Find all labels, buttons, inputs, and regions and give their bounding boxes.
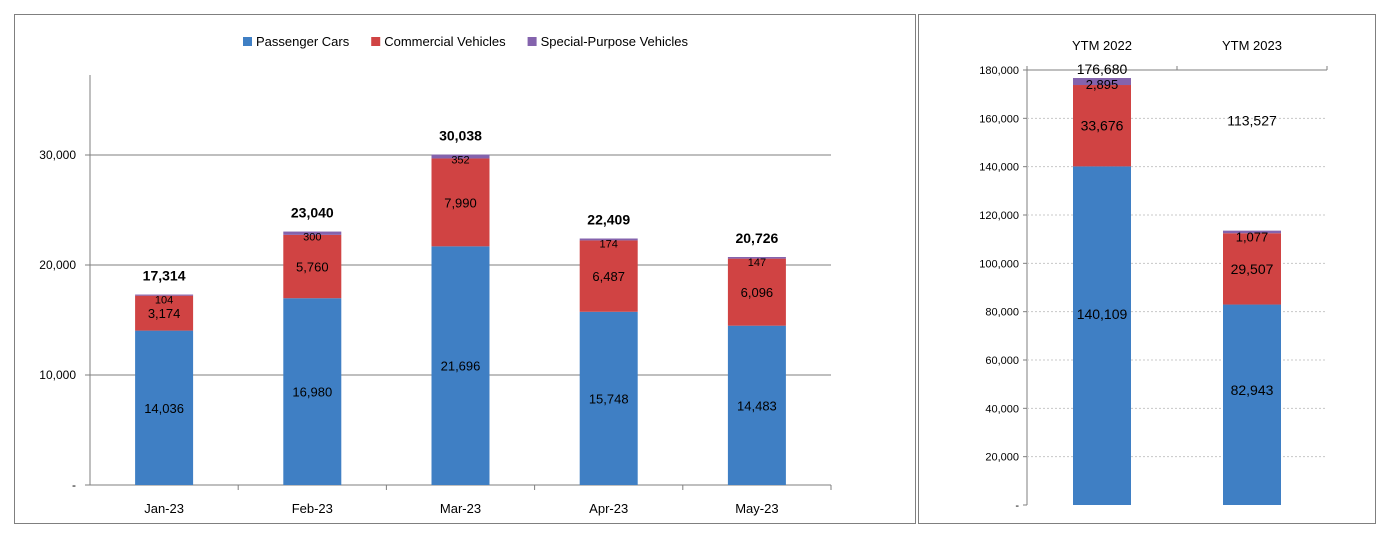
bar-segment-2 [1073,85,1131,167]
bar-segment-2 [135,295,194,331]
chart-legend: Passenger Cars Commercial Vehicles Special… [243,34,689,49]
bar-segment-label: 5,760 [296,260,329,275]
y-tick-label: 30,000 [39,148,76,162]
bar-segment-3 [727,257,786,259]
y-tick-label: 20,000 [39,258,76,272]
x-tick-label-may-23: May-23 [735,501,778,516]
bar-total-label: 20,726 [735,230,778,246]
legend-swatch-1 [243,37,252,46]
y-tick-label: - [72,478,76,492]
bar-segment-1 [1223,304,1281,505]
x-tick-label-ytm-2023: YTM 2023 [1222,38,1282,53]
bar-segment-label: 6,096 [741,285,774,300]
bar-segment-label: 16,980 [292,385,332,400]
y-tick-label: 20,000 [985,452,1019,464]
y-tick-label: 80,000 [985,307,1019,319]
bar-segment-label: 147 [748,257,766,269]
bar-segment-2 [431,158,490,247]
bar-segment-1 [727,325,786,485]
bar-segment-3 [1073,78,1131,86]
bar-segment-label: 15,748 [589,391,629,406]
bar-segment-1 [283,298,342,485]
ytm-chart-panel: - 20,000 40,000 60,000 80,000 100,000 120,000 1… [918,14,1376,524]
bar-total-label: 113,527 [1227,113,1277,129]
bar-segment-1 [135,330,194,485]
bar-segment-label: 352 [451,155,469,167]
y-tick-label: 40,000 [985,403,1019,415]
bar-segment-label: 2,895 [1086,77,1119,92]
y-tick-label: 60,000 [985,355,1019,367]
bar-total-label: 17,314 [143,268,186,284]
y-tick-label: 10,000 [39,368,76,382]
bar-segment-3 [283,231,342,235]
bar-segment-label: 14,483 [737,398,777,413]
bar-segment-3 [135,294,194,296]
legend-label-3: Special-Purpose Vehicles [541,34,689,49]
bar-segment-1 [1073,166,1131,505]
bar-total-label: 22,409 [587,212,630,228]
bar-segment-2 [727,258,786,326]
bar-segment-label: 33,676 [1081,118,1124,134]
bar-segment-2 [283,234,342,299]
y-tick-label: 180,000 [979,65,1019,77]
bar-segment-label: 21,696 [441,359,481,374]
y-tick-label: 160,000 [979,113,1019,125]
bar-segment-label: 3,174 [148,306,181,321]
bar-segment-label: 7,990 [444,195,477,210]
x-tick-label-mar-23: Mar-23 [440,501,481,516]
bar-segment-label: 1,077 [1236,230,1269,245]
bar-segment-label: 300 [303,232,321,244]
bar-segment-label: 104 [155,295,173,307]
x-tick-label-ytm-2022: YTM 2022 [1072,38,1132,53]
bar-segment-2 [1223,233,1281,305]
bar-segment-label: 14,036 [144,401,184,416]
monthly-chart-panel: Passenger Cars Commercial Vehicles Special… [14,14,916,524]
bar-segment-label: 82,943 [1231,382,1274,398]
bar-segment-2 [579,240,638,312]
monthly-stacked-bar-chart: Passenger Cars Commercial Vehicles Special… [39,34,832,516]
bar-segment-label: 6,487 [592,269,625,284]
y-tick-label: 120,000 [979,210,1019,222]
bar-segment-label: 174 [600,239,618,251]
ytm-stacked-bar-chart: - 20,000 40,000 60,000 80,000 100,000 120,000 1… [979,38,1328,512]
y-tick-label: - [1015,500,1019,512]
x-tick-label-jan-23: Jan-23 [144,501,184,516]
legend-label-2: Commercial Vehicles [384,34,506,49]
bar-segment-3 [431,154,490,159]
bar-total-label: 30,038 [439,128,482,144]
legend-swatch-2 [371,37,381,46]
bar-segment-label: 140,109 [1077,306,1128,322]
x-tick-label-feb-23: Feb-23 [292,501,333,516]
bar-segment-1 [431,246,490,485]
bar-segment-label: 29,507 [1231,261,1274,277]
bar-segment-3 [579,238,638,241]
bar-segment-1 [579,311,638,485]
bar-total-label: 176,680 [1077,61,1128,77]
x-tick-label-apr-23: Apr-23 [589,501,628,516]
y-tick-label: 100,000 [979,258,1019,270]
y-tick-label: 140,000 [979,162,1019,174]
bar-total-label: 23,040 [291,205,334,221]
legend-label-1: Passenger Cars [256,34,350,49]
legend-swatch-3 [527,37,537,46]
bar-segment-3 [1223,230,1281,234]
